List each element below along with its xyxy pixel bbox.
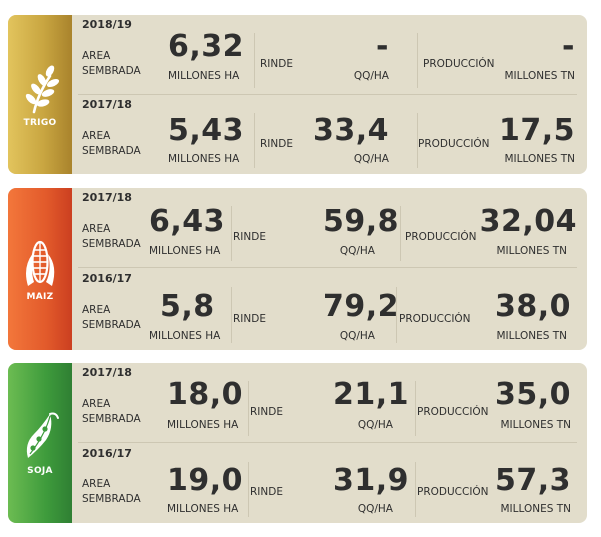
- divider: [254, 33, 255, 88]
- area-unit: MILLONES HA: [167, 503, 239, 515]
- crop-card-soja: SOJA 2017/18 AREA SEMBRADA 18,0 MILLONES…: [8, 363, 587, 523]
- wheat-icon: [25, 65, 60, 113]
- area-label: AREA SEMBRADA: [82, 304, 141, 331]
- produccion-unit: MILLONES TN: [504, 70, 575, 82]
- stats-row: 2017/18 AREA SEMBRADA 18,0 MILLONES HA R…: [72, 363, 587, 443]
- area-label: AREA SEMBRADA: [82, 50, 141, 77]
- rinde-value: 21,1: [332, 377, 409, 412]
- season-label: 2018/19: [82, 18, 132, 31]
- produccion-unit: MILLONES TN: [500, 419, 571, 431]
- divider: [248, 381, 249, 436]
- area-label: AREA SEMBRADA: [82, 130, 141, 157]
- area-unit: MILLONES HA: [167, 419, 239, 431]
- crop-card-maiz: MAIZ 2017/18 AREA SEMBRADA 6,43 MILLONES…: [8, 188, 587, 350]
- area-label: AREA SEMBRADA: [82, 398, 141, 425]
- produccion-unit: MILLONES TN: [504, 153, 575, 165]
- area-label: AREA SEMBRADA: [82, 223, 141, 250]
- produccion-value: 35,0: [494, 377, 571, 412]
- crop-badge-soja: SOJA: [8, 363, 72, 523]
- area-value: 5,8: [160, 289, 215, 324]
- divider: [417, 113, 418, 168]
- season-label: 2017/18: [82, 98, 132, 111]
- rinde-label: RINDE: [233, 231, 266, 243]
- divider: [415, 381, 416, 436]
- divider: [415, 462, 416, 517]
- soybean-icon: [26, 412, 59, 458]
- produccion-unit: MILLONES TN: [496, 245, 567, 257]
- rinde-value: 59,8: [322, 204, 399, 239]
- divider: [254, 113, 255, 168]
- rinde-label: RINDE: [260, 58, 293, 70]
- produccion-label: PRODUCCIÓN: [417, 486, 489, 498]
- produccion-label: PRODUCCIÓN: [399, 313, 471, 325]
- area-value: 5,43: [168, 113, 245, 148]
- rinde-unit: QQ/HA: [357, 503, 393, 515]
- rinde-value: -: [376, 29, 389, 64]
- divider: [400, 206, 401, 261]
- crop-badge-maiz: MAIZ: [8, 188, 72, 350]
- area-value: 6,43: [149, 204, 226, 239]
- season-label: 2017/18: [82, 366, 132, 379]
- rinde-unit: QQ/HA: [339, 245, 375, 257]
- produccion-unit: MILLONES TN: [496, 330, 567, 342]
- crop-name-soja: SOJA: [27, 466, 53, 476]
- rinde-unit: QQ/HA: [353, 153, 389, 165]
- produccion-value: -: [562, 29, 575, 64]
- divider: [231, 206, 232, 261]
- divider: [248, 462, 249, 517]
- rinde-value: 33,4: [312, 113, 389, 148]
- season-label: 2016/17: [82, 272, 132, 285]
- corn-icon: [26, 240, 55, 286]
- produccion-label: PRODUCCIÓN: [405, 231, 477, 243]
- rinde-value: 31,9: [332, 463, 409, 498]
- area-unit: MILLONES HA: [168, 70, 240, 82]
- area-label: AREA SEMBRADA: [82, 478, 141, 505]
- crop-name-trigo: TRIGO: [23, 117, 57, 128]
- area-unit: MILLONES HA: [168, 153, 240, 165]
- area-value: 18,0: [167, 377, 244, 412]
- stats-row: 2016/17 AREA SEMBRADA 5,8 MILLONES HA RI…: [72, 269, 587, 349]
- area-unit: MILLONES HA: [149, 330, 221, 342]
- rinde-label: RINDE: [233, 313, 266, 325]
- divider: [231, 287, 232, 343]
- area-unit: MILLONES HA: [149, 245, 221, 257]
- season-label: 2016/17: [82, 447, 132, 460]
- produccion-value: 17,5: [498, 113, 575, 148]
- crop-name-maiz: MAIZ: [26, 292, 54, 302]
- produccion-unit: MILLONES TN: [500, 503, 571, 515]
- produccion-label: PRODUCCIÓN: [423, 58, 495, 70]
- stats-row: 2017/18 AREA SEMBRADA 5,43 MILLONES HA R…: [72, 95, 587, 174]
- crop-card-trigo: TRIGO 2018/19 AREA SEMBRADA 6,32 MILLONE…: [8, 15, 587, 174]
- divider: [396, 287, 397, 343]
- rinde-value: 79,2: [322, 289, 399, 324]
- stats-row: 2017/18 AREA SEMBRADA 6,43 MILLONES HA R…: [72, 188, 587, 268]
- area-value: 19,0: [167, 463, 244, 498]
- rinde-label: RINDE: [260, 138, 293, 150]
- produccion-label: PRODUCCIÓN: [417, 406, 489, 418]
- season-label: 2017/18: [82, 191, 132, 204]
- divider: [417, 33, 418, 88]
- produccion-value: 57,3: [494, 463, 571, 498]
- stats-row: 2018/19 AREA SEMBRADA 6,32 MILLONES HA R…: [72, 15, 587, 95]
- rinde-label: RINDE: [250, 406, 283, 418]
- area-value: 6,32: [168, 29, 245, 64]
- rinde-label: RINDE: [250, 486, 283, 498]
- produccion-value: 32,04: [479, 204, 577, 239]
- produccion-value: 38,0: [494, 289, 571, 324]
- rinde-unit: QQ/HA: [353, 70, 389, 82]
- rinde-unit: QQ/HA: [339, 330, 375, 342]
- rinde-unit: QQ/HA: [357, 419, 393, 431]
- crop-badge-trigo: TRIGO: [8, 15, 72, 174]
- produccion-label: PRODUCCIÓN: [418, 138, 490, 150]
- stats-row: 2016/17 AREA SEMBRADA 19,0 MILLONES HA R…: [72, 444, 587, 523]
